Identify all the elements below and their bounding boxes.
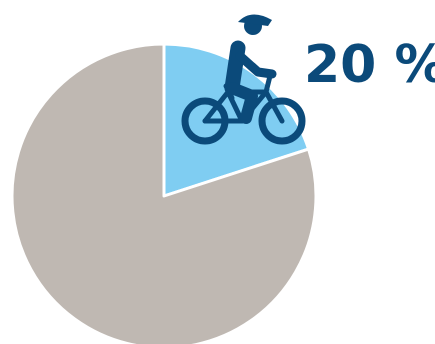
pie-slice-remainder <box>10 42 318 344</box>
pie-slices <box>10 42 318 344</box>
slice-percent-label: 20 % <box>304 35 435 95</box>
cyclist-icon <box>181 14 306 145</box>
